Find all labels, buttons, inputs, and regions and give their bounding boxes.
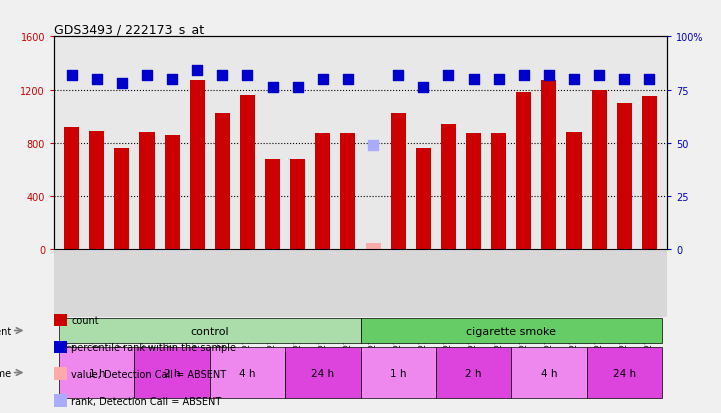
Bar xyxy=(134,347,210,398)
Bar xyxy=(391,114,406,249)
Bar xyxy=(240,95,255,249)
Bar xyxy=(466,134,481,249)
Text: 2 h: 2 h xyxy=(465,368,482,377)
Text: percentile rank within the sample: percentile rank within the sample xyxy=(71,342,236,352)
Point xyxy=(141,72,153,79)
Point xyxy=(392,72,404,79)
Point xyxy=(644,76,655,83)
Bar xyxy=(360,318,662,343)
Bar xyxy=(591,90,606,249)
Bar xyxy=(360,347,436,398)
Text: 1 h: 1 h xyxy=(89,368,105,377)
Point xyxy=(493,76,505,83)
Point xyxy=(468,76,479,83)
Point xyxy=(367,142,379,149)
Text: 4 h: 4 h xyxy=(239,368,256,377)
Point xyxy=(167,76,178,83)
Bar xyxy=(340,134,355,249)
Text: cigarette smoke: cigarette smoke xyxy=(466,326,556,336)
Point xyxy=(192,68,203,74)
Bar xyxy=(436,347,511,398)
Bar xyxy=(290,159,305,249)
Bar xyxy=(59,318,360,343)
Bar xyxy=(567,133,582,249)
Bar xyxy=(115,149,130,249)
Point xyxy=(292,85,304,91)
Bar xyxy=(285,347,360,398)
Point xyxy=(342,76,354,83)
Point xyxy=(417,85,429,91)
Point xyxy=(518,72,529,79)
Bar xyxy=(416,149,431,249)
Text: control: control xyxy=(190,326,229,336)
Bar xyxy=(215,114,230,249)
Text: 24 h: 24 h xyxy=(311,368,335,377)
Text: value, Detection Call = ABSENT: value, Detection Call = ABSENT xyxy=(71,369,226,379)
Bar xyxy=(265,159,280,249)
Point xyxy=(66,72,77,79)
Point xyxy=(91,76,102,83)
Point xyxy=(116,81,128,87)
Point xyxy=(216,72,228,79)
Bar xyxy=(491,134,506,249)
Bar xyxy=(64,128,79,249)
Text: rank, Detection Call = ABSENT: rank, Detection Call = ABSENT xyxy=(71,396,221,406)
Text: 2 h: 2 h xyxy=(164,368,180,377)
Point xyxy=(317,76,329,83)
Bar xyxy=(139,133,154,249)
Point xyxy=(568,76,580,83)
Text: 1 h: 1 h xyxy=(390,368,407,377)
Point xyxy=(443,72,454,79)
Point xyxy=(267,85,278,91)
Text: agent: agent xyxy=(0,326,12,336)
Text: 4 h: 4 h xyxy=(541,368,557,377)
Text: time: time xyxy=(0,368,12,377)
Text: 24 h: 24 h xyxy=(613,368,636,377)
Point xyxy=(543,72,554,79)
Bar xyxy=(642,97,657,249)
Bar xyxy=(511,347,587,398)
Bar xyxy=(210,347,285,398)
Text: count: count xyxy=(71,315,99,325)
Bar xyxy=(616,104,632,249)
Bar xyxy=(516,93,531,249)
Bar xyxy=(190,81,205,249)
Bar xyxy=(59,347,134,398)
Bar xyxy=(441,125,456,249)
Point xyxy=(242,72,253,79)
Bar xyxy=(164,135,180,249)
Bar xyxy=(315,134,330,249)
Bar xyxy=(587,347,662,398)
Bar xyxy=(541,81,557,249)
Bar xyxy=(366,243,381,249)
Point xyxy=(619,76,630,83)
Bar xyxy=(89,131,105,249)
Text: GDS3493 / 222173_s_at: GDS3493 / 222173_s_at xyxy=(54,23,204,36)
Point xyxy=(593,72,605,79)
